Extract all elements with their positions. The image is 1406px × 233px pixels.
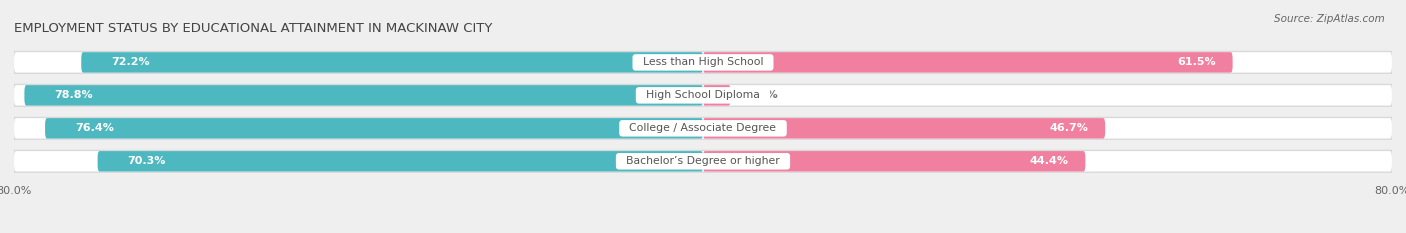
FancyBboxPatch shape bbox=[14, 118, 1392, 139]
FancyBboxPatch shape bbox=[11, 84, 1395, 107]
FancyBboxPatch shape bbox=[14, 52, 1392, 73]
FancyBboxPatch shape bbox=[82, 52, 703, 73]
FancyBboxPatch shape bbox=[703, 52, 1233, 73]
Text: 44.4%: 44.4% bbox=[1029, 156, 1069, 166]
FancyBboxPatch shape bbox=[97, 151, 703, 171]
FancyBboxPatch shape bbox=[24, 85, 703, 106]
FancyBboxPatch shape bbox=[14, 85, 1392, 106]
FancyBboxPatch shape bbox=[703, 151, 1085, 171]
FancyBboxPatch shape bbox=[11, 150, 1395, 173]
Legend: In Labor Force, Unemployed: In Labor Force, Unemployed bbox=[598, 229, 808, 233]
FancyBboxPatch shape bbox=[14, 151, 1392, 171]
Text: 46.7%: 46.7% bbox=[1049, 123, 1088, 133]
Text: Source: ZipAtlas.com: Source: ZipAtlas.com bbox=[1274, 14, 1385, 24]
FancyBboxPatch shape bbox=[11, 51, 1395, 74]
Text: 61.5%: 61.5% bbox=[1177, 57, 1215, 67]
Text: 72.2%: 72.2% bbox=[111, 57, 150, 67]
FancyBboxPatch shape bbox=[11, 117, 1395, 140]
Text: 70.3%: 70.3% bbox=[128, 156, 166, 166]
Text: High School Diploma: High School Diploma bbox=[640, 90, 766, 100]
FancyBboxPatch shape bbox=[45, 118, 703, 139]
Text: 76.4%: 76.4% bbox=[75, 123, 114, 133]
Text: 3.2%: 3.2% bbox=[748, 90, 779, 100]
FancyBboxPatch shape bbox=[703, 118, 1105, 139]
Text: College / Associate Degree: College / Associate Degree bbox=[623, 123, 783, 133]
Text: Bachelor’s Degree or higher: Bachelor’s Degree or higher bbox=[619, 156, 787, 166]
Text: 78.8%: 78.8% bbox=[55, 90, 93, 100]
FancyBboxPatch shape bbox=[703, 85, 731, 106]
Text: Less than High School: Less than High School bbox=[636, 57, 770, 67]
Text: EMPLOYMENT STATUS BY EDUCATIONAL ATTAINMENT IN MACKINAW CITY: EMPLOYMENT STATUS BY EDUCATIONAL ATTAINM… bbox=[14, 22, 492, 35]
